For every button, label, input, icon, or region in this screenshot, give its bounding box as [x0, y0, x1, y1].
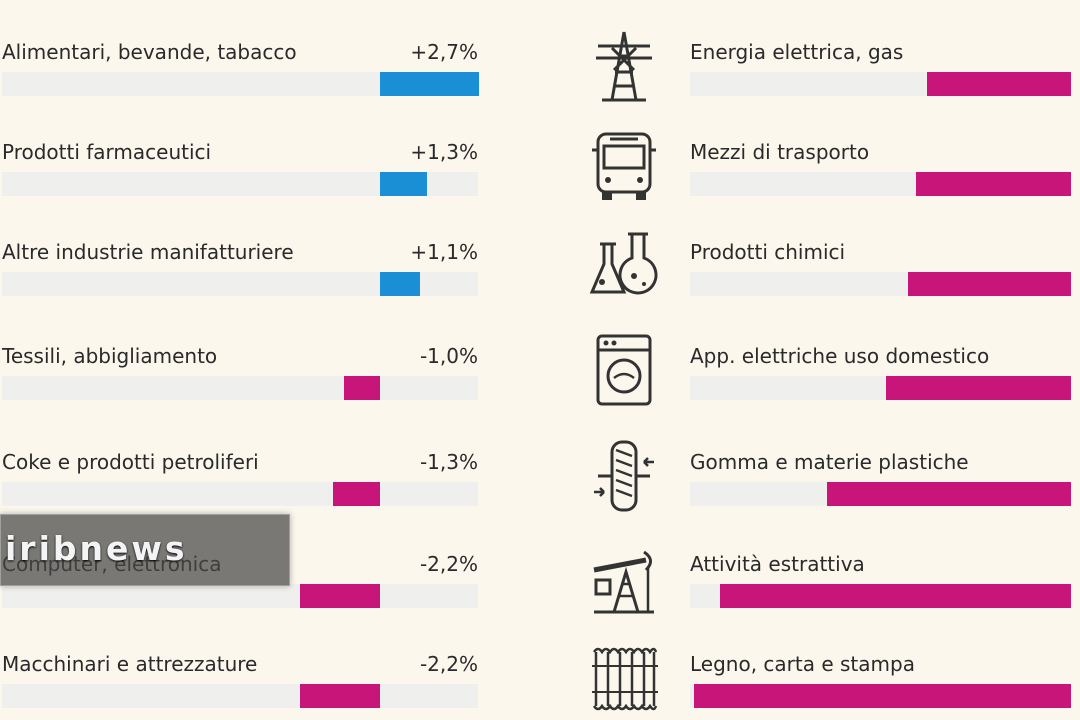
right-bar: [926, 72, 1071, 96]
left-category-label: Macchinari e attrezzature: [2, 652, 258, 676]
right-bar: [915, 172, 1071, 196]
left-bar-track: [2, 272, 478, 296]
watermark-logo: iribnews: [0, 514, 290, 586]
left-value-label: +1,3%: [410, 140, 478, 164]
left-bar-track: [2, 172, 478, 196]
left-category-label: Tessili, abbigliamento: [2, 344, 218, 368]
right-bar-track: [690, 272, 1071, 296]
right-category-label: Gomma e materie plastiche: [690, 450, 969, 474]
right-bar-track: [690, 482, 1071, 506]
washing-machine-icon: [584, 330, 664, 410]
right-bar: [908, 272, 1071, 296]
right-category-label: Mezzi di trasporto: [690, 140, 870, 164]
left-category-label: Prodotti farmaceutici: [2, 140, 212, 164]
left-bar: [380, 272, 421, 296]
right-category-label: Legno, carta e stampa: [690, 652, 915, 676]
left-bar: [343, 376, 380, 400]
left-category-label: Altre industrie manifatturiere: [2, 240, 294, 264]
left-category-label: Coke e prodotti petroliferi: [2, 450, 259, 474]
oil-pump-icon: [584, 538, 664, 618]
right-bar-track: [690, 72, 1071, 96]
right-category-label: Prodotti chimici: [690, 240, 846, 264]
left-value-label: -1,0%: [419, 344, 478, 368]
left-bar-track: [2, 482, 478, 506]
right-category-label: App. elettriche uso domestico: [690, 344, 990, 368]
left-value-label: +1,1%: [410, 240, 478, 264]
right-bar: [826, 482, 1071, 506]
chemical-flasks-icon: [584, 226, 664, 306]
watermark-text: iribnews: [5, 529, 188, 568]
power-pylon-icon: [584, 26, 664, 106]
left-value-label: +2,7%: [410, 40, 478, 64]
right-bar-track: [690, 172, 1071, 196]
bus-icon: [584, 126, 664, 206]
right-bar: [693, 684, 1071, 708]
right-bar-track: [690, 376, 1071, 400]
left-value-label: -2,2%: [419, 652, 478, 676]
tire-icon: [584, 436, 664, 516]
left-bar: [299, 684, 380, 708]
left-bar: [380, 172, 428, 196]
right-bar-track: [690, 684, 1071, 708]
left-category-label: Alimentari, bevande, tabacco: [2, 40, 297, 64]
right-bar: [719, 584, 1071, 608]
left-bar: [380, 72, 479, 96]
paper-rolls-icon: [584, 638, 664, 718]
left-bar-track: [2, 72, 479, 96]
left-bar-track: [2, 376, 478, 400]
left-bar: [332, 482, 380, 506]
right-bar-track: [690, 584, 1071, 608]
left-bar-track: [2, 684, 478, 708]
left-value-label: -1,3%: [419, 450, 478, 474]
left-bar-track: [2, 584, 478, 608]
right-category-label: Energia elettrica, gas: [690, 40, 904, 64]
right-category-label: Attività estrattiva: [690, 552, 865, 576]
left-value-label: -2,2%: [419, 552, 478, 576]
right-bar: [886, 376, 1071, 400]
left-bar: [299, 584, 380, 608]
